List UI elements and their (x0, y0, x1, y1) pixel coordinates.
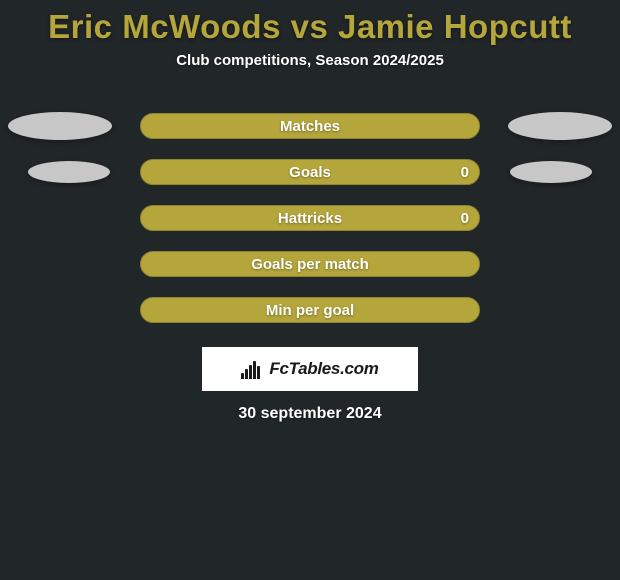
stat-value: 0 (461, 164, 469, 181)
stat-row-min-per-goal: Min per goal (0, 287, 620, 333)
stat-label: Min per goal (266, 302, 354, 319)
player2-value-placeholder (508, 112, 612, 140)
stat-row-hattricks: Hattricks 0 (0, 195, 620, 241)
subtitle: Club competitions, Season 2024/2025 (176, 52, 444, 69)
stat-bar: Matches (140, 113, 480, 139)
stat-bar: Goals 0 (140, 159, 480, 185)
player1-value-placeholder (8, 112, 112, 140)
stat-value: 0 (461, 210, 469, 227)
stat-label: Goals per match (251, 256, 369, 273)
bar-chart-icon (241, 359, 263, 379)
stat-row-goals: Goals 0 (0, 149, 620, 195)
snapshot-date: 30 september 2024 (238, 405, 381, 423)
stat-row-matches: Matches (0, 103, 620, 149)
logo-text: FcTables.com (269, 359, 378, 379)
stat-bar: Goals per match (140, 251, 480, 277)
comparison-card: Eric McWoods vs Jamie Hopcutt Club compe… (0, 0, 620, 580)
player1-value-placeholder (28, 161, 110, 183)
source-logo: FcTables.com (202, 347, 418, 391)
stat-bar: Min per goal (140, 297, 480, 323)
stat-label: Matches (280, 118, 340, 135)
comparison-chart: Matches Goals 0 Hattricks 0 Goals per ma… (0, 103, 620, 333)
player2-value-placeholder (510, 161, 592, 183)
stat-label: Goals (289, 164, 331, 181)
stat-row-goals-per-match: Goals per match (0, 241, 620, 287)
stat-label: Hattricks (278, 210, 342, 227)
stat-bar: Hattricks 0 (140, 205, 480, 231)
page-title: Eric McWoods vs Jamie Hopcutt (48, 8, 572, 46)
